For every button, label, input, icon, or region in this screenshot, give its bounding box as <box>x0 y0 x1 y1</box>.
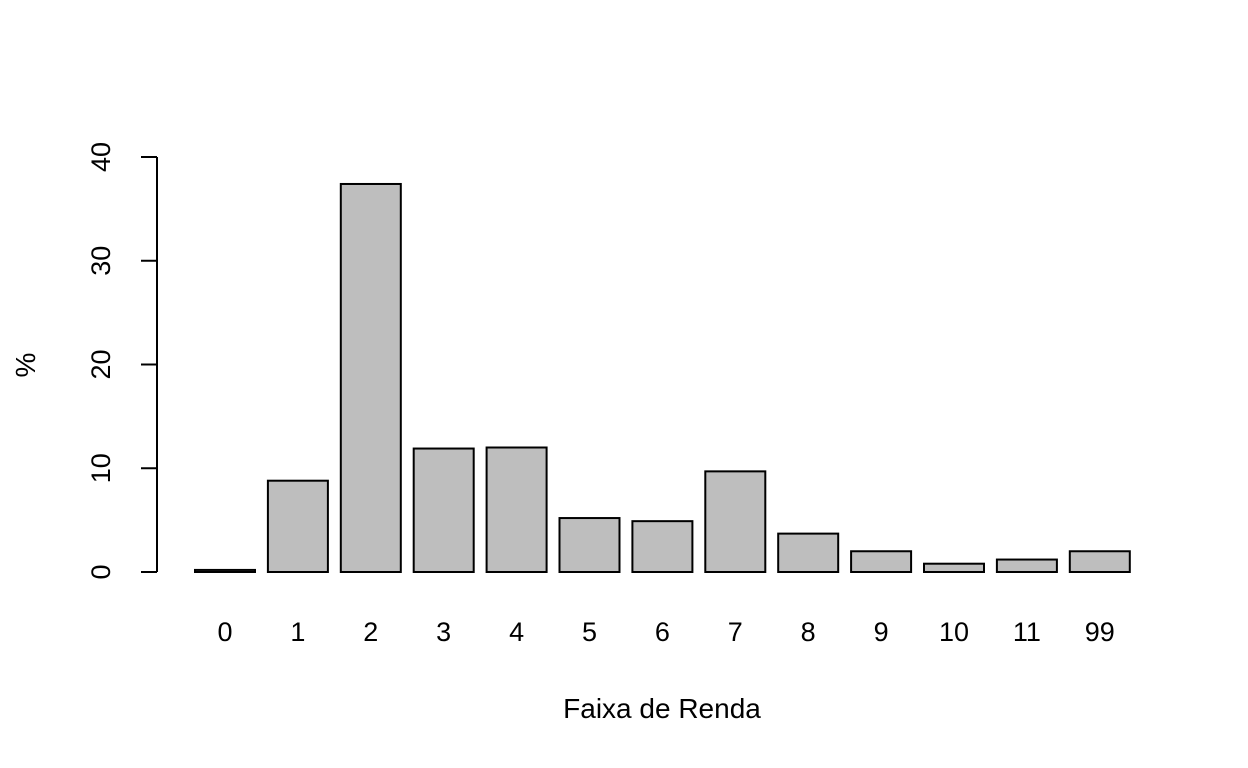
bar-9 <box>850 550 913 573</box>
bar-6 <box>631 520 694 573</box>
x-tick-label-2: 2 <box>363 617 378 647</box>
x-tick-label-1: 1 <box>290 617 305 647</box>
y-axis: 0 10 20 30 40 <box>86 142 158 580</box>
bar-10 <box>923 562 985 574</box>
x-tick-label-7: 7 <box>728 617 743 647</box>
y-tick-label-0: 0 <box>86 564 116 579</box>
bar-4 <box>485 446 548 573</box>
x-tick-label-4: 4 <box>509 617 524 647</box>
y-axis-title: % <box>10 353 41 378</box>
bar-5 <box>558 517 621 573</box>
bar-1 <box>266 479 329 574</box>
bar-3 <box>412 447 475 574</box>
bar-99 <box>1068 550 1131 573</box>
bars-group <box>194 182 1131 574</box>
bar-8 <box>777 532 840 573</box>
x-tick-label-10: 10 <box>939 617 969 647</box>
y-tick-label-40: 40 <box>86 142 116 172</box>
x-axis-labels: 0 1 2 3 4 5 6 7 8 9 10 11 99 <box>217 617 1114 647</box>
x-tick-label-11: 11 <box>1013 617 1041 647</box>
y-tick-label-20: 20 <box>86 349 116 379</box>
x-tick-label-6: 6 <box>655 617 670 647</box>
y-tick-label-30: 30 <box>86 246 116 276</box>
bar-7 <box>704 470 767 573</box>
bar-11 <box>995 558 1058 573</box>
x-tick-label-9: 9 <box>874 617 889 647</box>
x-tick-label-5: 5 <box>582 617 597 647</box>
bar-0 <box>194 568 256 573</box>
x-tick-label-3: 3 <box>436 617 451 647</box>
x-tick-label-99: 99 <box>1085 617 1115 647</box>
bar-2 <box>339 182 402 573</box>
x-tick-label-0: 0 <box>217 617 232 647</box>
x-axis-title: Faixa de Renda <box>563 693 761 724</box>
x-tick-label-8: 8 <box>801 617 816 647</box>
y-tick-label-10: 10 <box>86 453 116 483</box>
